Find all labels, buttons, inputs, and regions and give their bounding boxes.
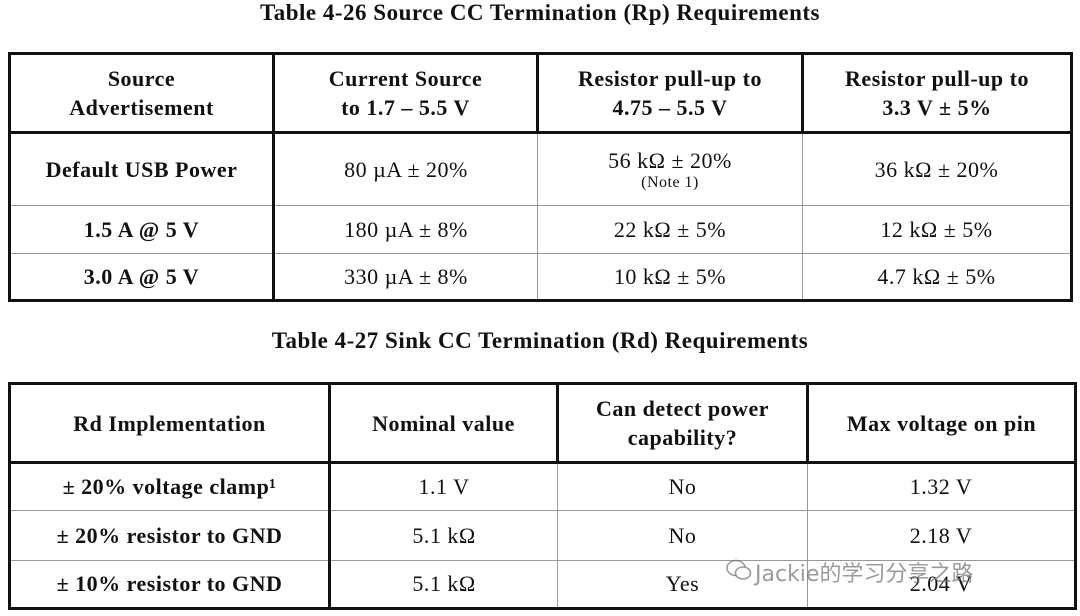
cell-text: ± 10% resistor to GND (56, 571, 283, 596)
table-cell: 80 µA ± 20% (273, 132, 538, 206)
table-title: Table 4-26 Source CC Termination (Rp) Re… (260, 0, 820, 25)
table-row: 1.5 A @ 5 V 180 µA ± 8% 22 kΩ ± 5% 12 kΩ ± … (9, 205, 1072, 254)
header-cell: Source Advertisement (9, 53, 274, 134)
header-line: Resistor pull-up to (845, 66, 1029, 91)
header-row: Rd Implementation Nominal value Can detect… (9, 383, 1076, 464)
table-cell: 10 kΩ ± 5% (537, 253, 803, 301)
table-cell: 3.0 A @ 5 V (9, 253, 275, 301)
table-cell: 4.7 kΩ ± 5% (802, 253, 1072, 301)
header-cell: Nominal value (328, 383, 558, 464)
cell-text: 5.1 kΩ (412, 571, 476, 596)
table-cell: 5.1 kΩ (329, 560, 558, 609)
table-title: Table 4-27 Sink CC Termination (Rd) Requ… (271, 328, 809, 353)
cell-text: 56 kΩ ± 20% (608, 147, 732, 173)
header-cell: Max voltage on pin (806, 383, 1076, 464)
header-row: Source Advertisement Current Source to 1.7 … (9, 53, 1072, 134)
cell-text: 12 kΩ ± 5% (880, 216, 993, 242)
cell-text: 10 kΩ ± 5% (613, 263, 727, 289)
cell-text: 36 kΩ ± 20% (874, 156, 999, 182)
cell-text: Default USB Power (45, 156, 238, 182)
header-line: Max voltage on pin (846, 410, 1037, 436)
header-line: Advertisement (69, 95, 214, 120)
table-cell: Default USB Power (9, 132, 275, 206)
cell-text: 3.0 A @ 5 V (83, 263, 200, 289)
table: Source Advertisement Current Source to 1.7 … (8, 52, 1073, 302)
table-cell: Yes (557, 560, 808, 609)
table-cell: ± 20% voltage clamp¹ (9, 462, 331, 511)
header-line: Can detect power (596, 396, 769, 421)
table-cell: 1.32 V (807, 462, 1076, 511)
table-cell: No (557, 510, 808, 561)
table-cell: 12 kΩ ± 5% (802, 205, 1072, 254)
header-line: Source (107, 66, 176, 91)
cell-text: 180 µA ± 8% (344, 216, 468, 242)
cell-note: (Note 1) (641, 173, 699, 191)
header-line: Rd Implementation (73, 410, 266, 436)
header-line: capability? (627, 425, 738, 450)
table-cell: 5.1 kΩ (329, 510, 558, 561)
table-cell: 1.5 A @ 5 V (9, 205, 275, 254)
table-cell: 1.1 V (329, 462, 558, 511)
cell-text: 1.5 A @ 5 V (83, 216, 200, 242)
cell-text: 80 µA ± 20% (344, 156, 468, 182)
cell-text: 4.7 kΩ ± 5% (877, 263, 996, 289)
wechat-icon (726, 559, 752, 580)
table-row: Default USB Power 80 µA ± 20% 56 kΩ ± 20%(… (9, 132, 1072, 206)
cell-text: 5.1 kΩ (412, 522, 476, 548)
table-row: ± 20% voltage clamp¹ 1.1 V No 1.32 V (9, 462, 1076, 511)
watermark: Jackie的学习分享之路 (755, 562, 974, 587)
header-line: Current Source (328, 66, 483, 91)
cell-text: No (668, 522, 697, 548)
header-line: Nominal value (372, 410, 515, 436)
cell-text: 330 µA ± 8% (344, 263, 468, 289)
table-cell: 330 µA ± 8% (273, 253, 538, 301)
header-line: Resistor pull-up to (578, 66, 762, 91)
cell-text: ± 20% resistor to GND (56, 522, 283, 548)
cell-text: 2.18 V (909, 522, 973, 548)
table-cell: 22 kΩ ± 5% (537, 205, 803, 254)
table-cell: ± 20% resistor to GND (9, 510, 331, 561)
table: Rd Implementation Nominal value Can detect… (8, 382, 1077, 610)
header-line: 3.3 V ± 5% (882, 95, 992, 120)
header-cell: Can detect power capability? (556, 383, 808, 464)
header-cell: Resistor pull-up to 4.75 – 5.5 V (536, 53, 803, 134)
table-cell: 36 kΩ ± 20% (802, 132, 1072, 206)
table-cell: ± 10% resistor to GND (9, 560, 331, 609)
table-cell: 2.18 V (807, 510, 1076, 561)
header-cell: Current Source to 1.7 – 5.5 V (272, 53, 538, 134)
table-cell: 2.04 V (807, 560, 1076, 609)
header-line: to 1.7 – 5.5 V (341, 95, 470, 120)
cell-text: 2.04 V (909, 571, 973, 596)
header-cell: Rd Implementation (9, 383, 330, 464)
header-line: 4.75 – 5.5 V (612, 95, 728, 120)
header-cell: Resistor pull-up to 3.3 V ± 5% (801, 53, 1072, 134)
table-cell: 180 µA ± 8% (273, 205, 538, 254)
cell-text: 22 kΩ ± 5% (613, 216, 727, 242)
cell-text: Yes (665, 571, 700, 596)
table-cell: 56 kΩ ± 20% (Note 1) (537, 132, 803, 206)
cell-text: ± 20% voltage clamp¹ (62, 474, 277, 499)
cell-text: 1.32 V (909, 474, 973, 499)
table-cell: No (557, 462, 808, 511)
table-row: 3.0 A @ 5 V 330 µA ± 8% 10 kΩ ± 5% 4.7 kΩ ±… (9, 253, 1072, 301)
cell-text: 1.1 V (418, 474, 470, 499)
table-row: ± 10% resistor to GND 5.1 kΩ Yes 2.04 V (9, 560, 1076, 609)
table-row: ± 20% resistor to GND 5.1 kΩ No 2.18 V (9, 510, 1076, 561)
cell-text: No (668, 474, 697, 499)
